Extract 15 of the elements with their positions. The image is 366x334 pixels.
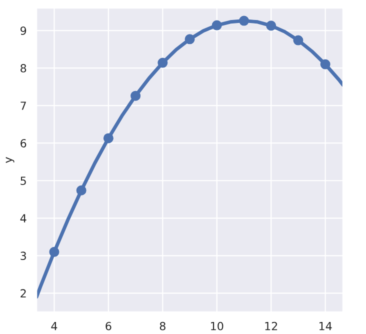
y-tick-label: 9 xyxy=(20,26,26,35)
y-tick-label: 4 xyxy=(20,214,26,222)
x-tick-label: 12 xyxy=(265,322,278,330)
y-axis-title: y xyxy=(6,157,14,163)
x-tick-label: 14 xyxy=(319,322,332,330)
x-tick-label: 6 xyxy=(106,322,112,330)
y-tick-label: 8 xyxy=(20,64,26,72)
y-tick-label: 7 xyxy=(20,102,26,110)
x-tick-label: 4 xyxy=(51,322,58,330)
x-tick-label: 10 xyxy=(211,322,224,330)
y-tick-label: 3 xyxy=(20,252,26,260)
y-tick-label: 5 xyxy=(20,176,26,186)
x-tick-label: 8 xyxy=(160,322,166,330)
y-tick-label: 2 xyxy=(20,289,26,298)
y-tick-label: 6 xyxy=(20,139,26,148)
